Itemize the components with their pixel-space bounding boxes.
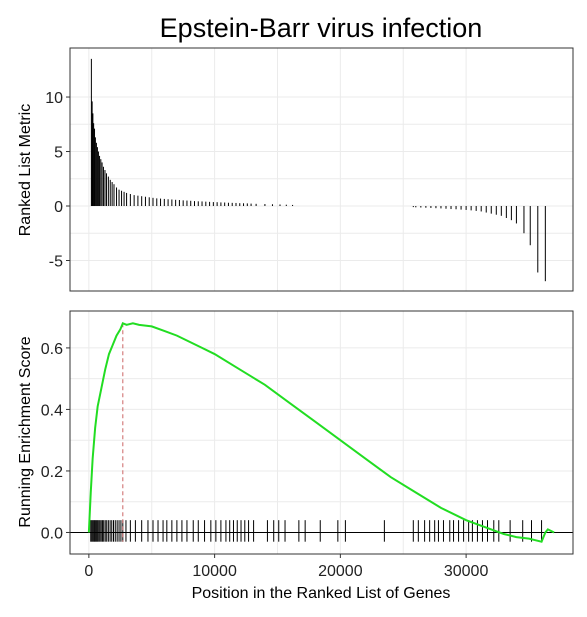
ranked-metric-panel: -5 0 5 10 Ranked List Metric [17, 47, 574, 292]
x-axis-label: Position in the Ranked List of Genes [192, 585, 451, 602]
x-axis-ticks: 0 10000 20000 30000 [84, 554, 488, 580]
x-tick-label: 0 [84, 563, 93, 580]
panel-border [69, 310, 574, 555]
y-tick-label: 0.0 [41, 525, 63, 542]
chart-title: Epstein-Barr virus infection [160, 13, 483, 43]
y-axis-label: Running Enrichment Score [17, 336, 34, 527]
panel-background [70, 48, 573, 291]
x-tick-label: 20000 [318, 563, 363, 580]
y-tick-label: -5 [49, 253, 63, 270]
y-axis-label: Ranked List Metric [17, 104, 34, 237]
enrichment-line [87, 321, 555, 543]
y-tick-label: 0 [54, 199, 63, 216]
y-tick-label: 10 [45, 90, 63, 107]
y-tick-label: 0.2 [41, 464, 63, 481]
y-tick-label: 0.6 [41, 341, 63, 358]
panel-border [69, 47, 574, 292]
running-score-panel: 0.0 0.2 0.4 0.6 0 10000 20000 30000 Running En… [17, 310, 574, 602]
x-tick-label: 30000 [444, 563, 489, 580]
y-tick-label: 5 [54, 145, 63, 162]
y-tick-label: 0.4 [41, 402, 63, 419]
y-axis-ticks: -5 0 5 10 [45, 90, 70, 270]
panel-background [70, 311, 573, 554]
y-axis-ticks: 0.0 0.2 0.4 0.6 [41, 341, 70, 542]
gene-hits [90, 520, 543, 542]
grid-lines [70, 48, 573, 291]
x-tick-label: 10000 [192, 563, 237, 580]
bars [90, 58, 546, 282]
